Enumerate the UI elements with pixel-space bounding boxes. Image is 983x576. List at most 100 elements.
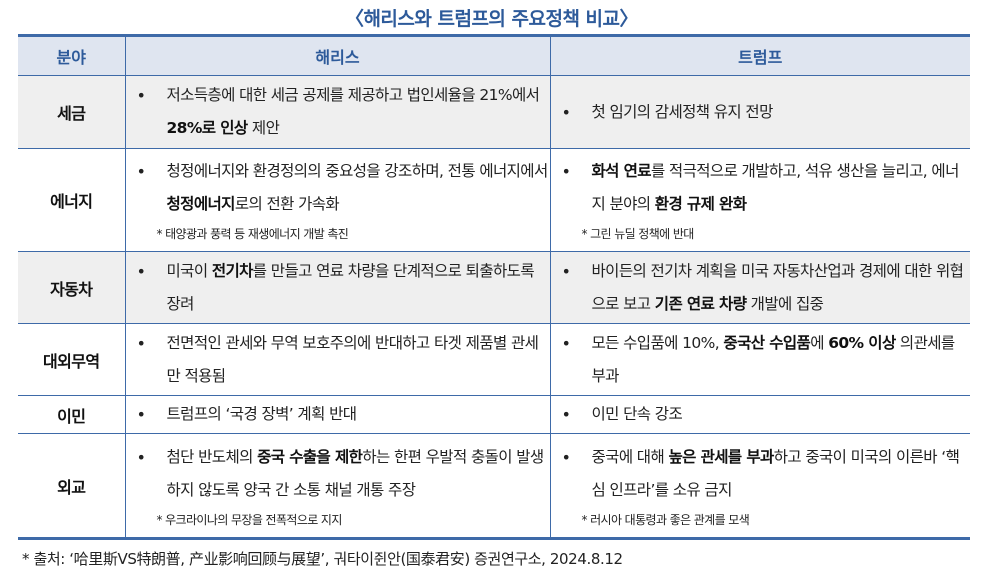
header-harris: 해리스 xyxy=(124,35,550,76)
bullet-icon: • xyxy=(136,447,146,467)
harris-policy-cell: • 전면적인 관세와 무역 보호주의에 반대하고 타겟 제품별 관세만 적용됨 xyxy=(124,323,550,396)
policy-item: • 이민 단속 강조 xyxy=(552,398,970,431)
emphasis-text: 기존 연료 차량 xyxy=(654,294,747,313)
text-segment: 에 xyxy=(810,333,829,352)
bullet-icon: • xyxy=(561,405,571,424)
text-segment: 모든 수입품에 10%, xyxy=(591,333,724,352)
bullet-icon: • xyxy=(561,261,571,281)
text-segment: 로의 전환 가속화 xyxy=(234,195,340,213)
policy-item: • 청정에너지와 환경정의의 중요성을 강조하며, 전통 에너지에서 청정에너지로… xyxy=(127,155,549,221)
policy-item: • 저소득층에 대한 세금 공제를 제공하고 법인세율을 21%에서 28%로 인… xyxy=(127,79,549,145)
policy-item: • 첨단 반도체의 중국 수출을 제한하는 한편 우발적 충돌이 발생하지 않도록… xyxy=(127,441,549,507)
policy-text: 바이든의 전기차 계획을 미국 자동차산업과 경제에 대한 위협으로 보고 기존… xyxy=(592,255,970,321)
table-row: 대외무역 • 전면적인 관세와 무역 보호주의에 반대하고 타겟 제품별 관세만 적… xyxy=(18,323,970,396)
policy-note: * 그린 뉴딜 정책에 반대 xyxy=(581,227,695,241)
category-cell: 에너지 xyxy=(18,148,125,252)
harris-policy-cell: • 트럼프의 ‘국경 장벽’ 계획 반대 xyxy=(124,395,550,434)
policy-item: • 중국에 대해 높은 관세를 부과하고 중국이 미국의 이른바 ‘핵심 인프라’… xyxy=(552,441,970,507)
harris-policy-cell: • 첨단 반도체의 중국 수출을 제한하는 한편 우발적 충돌이 발생하지 않도록… xyxy=(124,433,550,539)
emphasis-text: 청정에너지 xyxy=(166,195,236,213)
policy-text: 첨단 반도체의 중국 수출을 제한하는 한편 우발적 충돌이 발생하지 않도록 … xyxy=(167,441,549,507)
text-segment: 하고 중국이 미국의 이른바 ‘핵심 인프라’를 소유 금지 xyxy=(591,447,960,499)
table-row: 세금 • 저소득층에 대한 세금 공제를 제공하고 법인세율을 21%에서 28%로… xyxy=(18,75,970,149)
text-segment: 저소득층에 대한 세금 공제를 제공하고 법인세율을 21%에서 xyxy=(166,86,540,104)
trump-policy-cell: • 첫 임기의 감세정책 유지 전망 xyxy=(549,75,970,149)
policy-text: 저소득층에 대한 세금 공제를 제공하고 법인세율을 21%에서 28%로 인상… xyxy=(167,79,549,145)
text-segment: 중국에 대해 xyxy=(591,447,669,466)
emphasis-text: 28%로 인상 xyxy=(166,119,249,137)
policy-text: 청정에너지와 환경정의의 중요성을 강조하며, 전통 에너지에서 청정에너지로의… xyxy=(167,155,549,221)
text-segment: 개발에 집중 xyxy=(746,294,824,313)
emphasis-text: 중국산 수입품 xyxy=(723,333,811,352)
bullet-icon: • xyxy=(136,333,146,353)
policy-item: • 트럼프의 ‘국경 장벽’ 계획 반대 xyxy=(127,398,549,431)
policy-text: 화석 연료를 적극적으로 개발하고, 석유 생산을 늘리고, 에너지 분야의 환… xyxy=(592,155,970,221)
policy-note: * 러시아 대통령과 좋은 관계를 모색 xyxy=(581,512,750,527)
policy-comparison-table: 분야 해리스 트럼프 세금 • 저소득층에 대한 세금 공제를 제공하고 법인세율을… xyxy=(18,34,970,540)
text-segment: 하는 한편 우발적 충돌이 발생하지 않도록 양국 간 소통 채널 개통 주장 xyxy=(166,447,545,499)
policy-text: 전면적인 관세와 무역 보호주의에 반대하고 타겟 제품별 관세만 적용됨 xyxy=(167,327,549,393)
emphasis-text: 높은 관세를 부과 xyxy=(668,447,774,466)
policy-text: 모든 수입품에 10%, 중국산 수입품에 60% 이상 의관세를 부과 xyxy=(592,327,970,393)
category-cell: 세금 xyxy=(18,75,125,149)
policy-item: • 모든 수입품에 10%, 중국산 수입품에 60% 이상 의관세를 부과 xyxy=(552,327,970,393)
bullet-icon: • xyxy=(136,162,146,181)
bullet-icon: • xyxy=(136,405,146,424)
text-segment: 의관세를 부과 xyxy=(591,333,956,385)
harris-policy-cell: • 미국이 전기차를 만들고 연료 차량을 단계적으로 퇴출하도록 장려 xyxy=(124,251,550,324)
table-row: 에너지 • 청정에너지와 환경정의의 중요성을 강조하며, 전통 에너지에서 청정에… xyxy=(18,148,970,252)
text-segment: 를 만들고 연료 차량을 단계적으로 퇴출하도록 장려 xyxy=(166,261,535,313)
text-segment: 바이든의 전기차 계획을 미국 자동차산업과 경제에 대한 위협으로 보고 xyxy=(591,261,964,313)
text-segment: 를 적극적으로 개발하고, 석유 생산을 늘리고, 에너지 분야의 xyxy=(591,162,960,213)
page-title: 〈해리스와 트럼프의 주요정책 비교〉 xyxy=(344,8,639,30)
trump-policy-cell: • 화석 연료를 적극적으로 개발하고, 석유 생산을 늘리고, 에너지 분야의 … xyxy=(549,148,970,252)
policy-note: * 우크라이나의 무장을 전폭적으로 지지 xyxy=(156,512,343,527)
harris-policy-cell: • 청정에너지와 환경정의의 중요성을 강조하며, 전통 에너지에서 청정에너지로… xyxy=(124,148,550,252)
policy-item: • 첫 임기의 감세정책 유지 전망 xyxy=(552,96,970,129)
text-segment: 첫 임기의 감세정책 유지 전망 xyxy=(591,102,774,121)
text-segment: 전면적인 관세와 무역 보호주의에 반대하고 타겟 제품별 관세만 적용됨 xyxy=(166,333,539,385)
table-header-row: 분야 해리스 트럼프 xyxy=(18,35,970,76)
policy-note: * 태양광과 풍력 등 재생에너지 개발 촉진 xyxy=(156,227,349,241)
emphasis-text: 환경 규제 완화 xyxy=(654,195,747,213)
bullet-icon: • xyxy=(561,162,571,181)
header-category: 분야 xyxy=(18,35,125,76)
table-row: 외교 • 첨단 반도체의 중국 수출을 제한하는 한편 우발적 충돌이 발생하지 않… xyxy=(18,433,970,539)
text-segment: 청정에너지와 환경정의의 중요성을 강조하며, 전통 에너지에서 xyxy=(166,162,549,180)
emphasis-text: 중국 수출을 제한 xyxy=(257,447,363,466)
table-row: 이민 • 트럼프의 ‘국경 장벽’ 계획 반대 • 이민 단속 강조 xyxy=(18,395,970,434)
policy-text: 미국이 전기차를 만들고 연료 차량을 단계적으로 퇴출하도록 장려 xyxy=(167,255,549,321)
trump-policy-cell: • 모든 수입품에 10%, 중국산 수입품에 60% 이상 의관세를 부과 xyxy=(549,323,970,396)
policy-item: • 전면적인 관세와 무역 보호주의에 반대하고 타겟 제품별 관세만 적용됨 xyxy=(127,327,549,393)
bullet-icon: • xyxy=(561,102,571,122)
bullet-icon: • xyxy=(561,333,571,353)
bullet-icon: • xyxy=(136,261,146,281)
text-segment: 제안 xyxy=(247,119,280,137)
category-cell: 자동차 xyxy=(18,251,125,324)
trump-policy-cell: • 중국에 대해 높은 관세를 부과하고 중국이 미국의 이른바 ‘핵심 인프라’… xyxy=(549,433,970,539)
table-row: 자동차 • 미국이 전기차를 만들고 연료 차량을 단계적으로 퇴출하도록 장려 • 바… xyxy=(18,251,970,324)
trump-policy-cell: • 이민 단속 강조 xyxy=(549,395,970,434)
policy-item: • 바이든의 전기차 계획을 미국 자동차산업과 경제에 대한 위협으로 보고 기… xyxy=(552,255,970,321)
text-segment: 이민 단속 강조 xyxy=(591,405,683,423)
bullet-icon: • xyxy=(561,447,571,467)
text-segment: 첨단 반도체의 xyxy=(166,447,258,466)
category-cell: 외교 xyxy=(18,433,125,539)
emphasis-text: 60% 이상 xyxy=(828,333,896,352)
bullet-icon: • xyxy=(136,86,146,105)
harris-policy-cell: • 저소득층에 대한 세금 공제를 제공하고 법인세율을 21%에서 28%로 인… xyxy=(124,75,550,149)
trump-policy-cell: • 바이든의 전기차 계획을 미국 자동차산업과 경제에 대한 위협으로 보고 기… xyxy=(549,251,970,324)
policy-text: 중국에 대해 높은 관세를 부과하고 중국이 미국의 이른바 ‘핵심 인프라’를… xyxy=(592,441,970,507)
emphasis-text: 화석 연료 xyxy=(591,162,652,180)
emphasis-text: 전기차 xyxy=(211,261,254,280)
policy-item: • 화석 연료를 적극적으로 개발하고, 석유 생산을 늘리고, 에너지 분야의 … xyxy=(552,155,970,221)
policy-text: 첫 임기의 감세정책 유지 전망 xyxy=(591,96,774,129)
policy-text: 트럼프의 ‘국경 장벽’ 계획 반대 xyxy=(167,398,357,431)
policy-item: • 미국이 전기차를 만들고 연료 차량을 단계적으로 퇴출하도록 장려 xyxy=(127,255,549,321)
source-footnote: * 출처: ‘哈里斯VS特朗普, 产业影响回顾与展望’, 궈타이쥔안(国泰君安)… xyxy=(22,550,623,568)
category-cell: 대외무역 xyxy=(18,323,125,396)
policy-text: 이민 단속 강조 xyxy=(592,398,683,431)
text-segment: 트럼프의 ‘국경 장벽’ 계획 반대 xyxy=(166,405,357,423)
text-segment: 미국이 xyxy=(166,261,212,280)
header-trump: 트럼프 xyxy=(549,35,970,76)
